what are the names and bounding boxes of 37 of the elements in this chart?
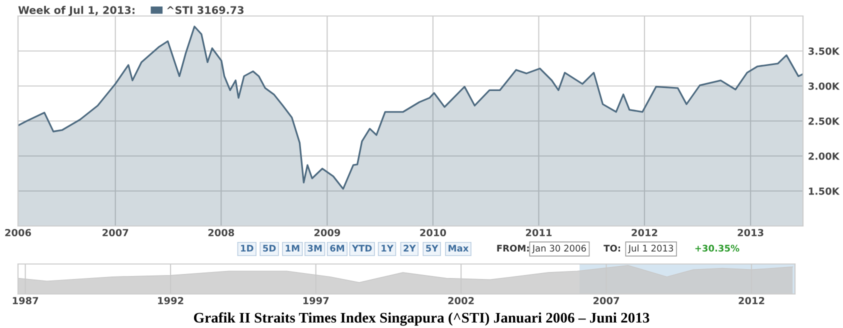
x-tick-label: 2012 [738,296,764,304]
x-tick-label: 2010 [420,228,446,236]
text: 6M [330,244,344,252]
y-tick-label: 3.50K [808,47,840,55]
x-tick-label: 1992 [158,296,184,304]
text: Grafik II Straits Times Index Singapura (^STI) Januari 2006 – Juni 2013 [194,312,650,326]
text: 5D [263,244,276,252]
x-tick-label: 2009 [314,228,340,236]
chart-title: Week of Jul 1, 2013: [18,6,134,16]
y-tick-label: 1.50K [808,187,840,195]
text: 1Y [382,244,394,252]
y-tick-label: 2.50K [808,117,840,125]
text: 1M [286,244,300,252]
y-tick-label: 3.00K [808,82,840,90]
text: FROM: [497,244,529,252]
text: TO: [604,244,620,252]
x-tick-label: 1987 [12,296,38,304]
x-tick-label: 2007 [102,228,128,236]
text: 2Y [404,244,416,252]
text: 3M [308,244,322,252]
x-tick-label: 2011 [526,228,552,236]
text: 5Y [426,244,438,252]
x-tick-label: 2012 [632,228,658,236]
text: +30.35% [695,244,740,252]
legend-label: ^STI 3169.73 [167,6,244,14]
x-tick-label: 2008 [208,228,234,236]
y-tick-label: 2.00K [808,152,840,160]
x-tick-label: 2007 [594,296,620,304]
x-tick-label: 2002 [448,296,474,304]
x-tick-label: 2013 [738,228,764,236]
text: YTD [352,244,372,252]
text: Max [448,244,469,252]
text: 1D [241,244,254,252]
x-tick-label: 2006 [5,228,32,236]
text: Jan 30 2006 [532,244,586,254]
text: Jul 1 2013 [628,244,674,254]
x-tick-label: 1997 [303,296,329,304]
